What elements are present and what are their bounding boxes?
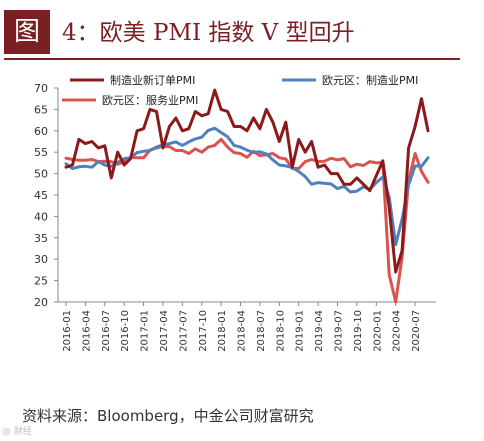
chart-series — [64, 88, 430, 304]
chart-legend: 制造业新订单PMI 欧元区：制造业PMI 欧元区：服务业PMI — [62, 73, 418, 107]
y-axis-ticks: 20 25 30 35 40 45 50 55 60 65 70 — [34, 82, 58, 309]
y-tick-label: 40 — [34, 210, 48, 223]
source-note: 资料来源：Bloomberg，中金公司财富研究 — [22, 407, 314, 425]
x-tick-label: 2017-10 — [198, 310, 209, 352]
x-tick-label: 2017-01 — [140, 310, 151, 352]
x-tick-label: 2018-01 — [217, 310, 228, 352]
x-tick-label: 2016-07 — [101, 310, 112, 352]
legend-label-2: 欧元区：制造业PMI — [322, 73, 418, 87]
figure-badge: 图 — [4, 10, 50, 54]
y-tick-label: 50 — [34, 168, 48, 181]
y-tick-label: 30 — [34, 253, 48, 266]
chart-axes — [57, 88, 436, 303]
figure-header: 图 4：欧美 PMI 指数 V 型回升 — [0, 0, 484, 62]
series-line-3 — [64, 137, 430, 304]
legend-label-3: 欧元区：服务业PMI — [102, 94, 198, 107]
x-tick-label: 2017-04 — [159, 310, 170, 352]
x-tick-label: 2016-10 — [120, 310, 131, 352]
y-tick-label: 55 — [34, 146, 48, 159]
watermark: @ 财经 — [2, 427, 32, 437]
x-tick-label: 2016-01 — [62, 310, 73, 352]
y-tick-label: 60 — [34, 125, 48, 138]
y-tick-label: 70 — [34, 82, 48, 95]
x-tick-label: 2017-07 — [178, 310, 189, 352]
series-line-1 — [64, 88, 430, 274]
legend-label-1: 制造业新订单PMI — [110, 73, 195, 87]
x-tick-label: 2018-04 — [237, 310, 248, 352]
x-tick-label: 2020-01 — [372, 310, 383, 352]
title-rule — [4, 58, 460, 60]
x-tick-label: 2019-10 — [353, 310, 364, 352]
y-tick-label: 45 — [34, 189, 48, 202]
x-tick-label: 2018-10 — [275, 310, 286, 352]
y-tick-label: 35 — [34, 232, 48, 245]
x-tick-label: 2019-04 — [314, 310, 325, 352]
y-tick-label: 25 — [34, 275, 48, 288]
y-tick-label: 20 — [34, 296, 48, 309]
x-tick-label: 2016-04 — [81, 310, 92, 352]
y-tick-label: 65 — [34, 103, 48, 116]
x-tick-label: 2019-01 — [295, 310, 306, 352]
x-tick-label: 2020-07 — [411, 310, 422, 352]
x-axis-ticks: 2016-01 2016-04 2016-07 2016-10 2017-01 2017-… — [62, 302, 422, 352]
figure-title: 4：欧美 PMI 指数 V 型回升 — [62, 20, 355, 46]
x-tick-label: 2019-07 — [334, 310, 345, 352]
x-tick-label: 2018-07 — [256, 310, 267, 352]
x-tick-label: 2020-04 — [392, 310, 403, 352]
series-line-2 — [64, 126, 430, 247]
